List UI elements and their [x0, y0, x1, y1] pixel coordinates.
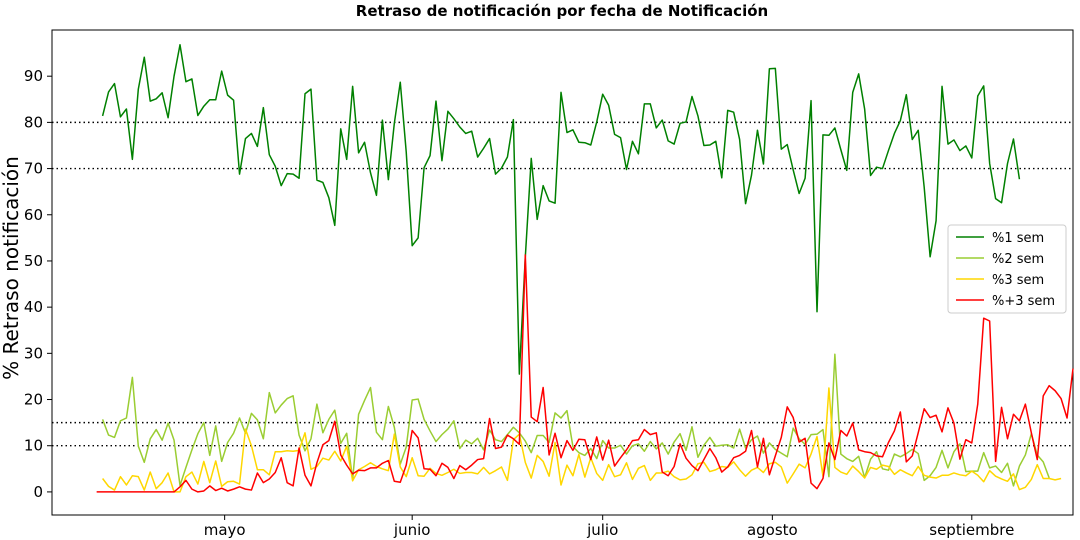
- series-line-4: [96, 254, 1074, 493]
- y-tick-label: 40: [24, 298, 43, 316]
- y-tick-label: 30: [24, 344, 43, 362]
- y-tick-label: 90: [24, 67, 43, 85]
- legend-label: %3 sem: [992, 273, 1044, 288]
- y-tick-label: 70: [24, 160, 43, 178]
- y-tick-label: 50: [24, 252, 43, 270]
- y-tick-label: 80: [24, 113, 43, 131]
- x-tick-label-agosto: agosto: [747, 521, 798, 539]
- y-tick-label: 10: [24, 437, 43, 455]
- x-tick-label-junio: junio: [393, 521, 431, 539]
- y-axis-label: % Retraso notificación: [0, 156, 23, 380]
- plot-area-frame: [51, 29, 1074, 516]
- series-line-3: [102, 387, 1062, 493]
- series-line-1: [101, 44, 1021, 375]
- legend: %1 sem %2 sem %3 sem %+3 sem: [947, 224, 1067, 314]
- series-line-2: [101, 353, 1050, 487]
- legend-box: [947, 224, 1067, 314]
- chart-title: Retraso de notificación por fecha de Not…: [356, 2, 768, 20]
- y-tick-label: 0: [33, 483, 43, 501]
- x-tick-label-julio: julio: [586, 521, 618, 539]
- x-axis: mayo junio julio agosto septiembre: [204, 515, 1014, 539]
- x-tick-label-septiembre: septiembre: [929, 521, 1014, 539]
- y-tick-label: 60: [24, 206, 43, 224]
- legend-label: %2 sem: [992, 252, 1044, 267]
- legend-label: %1 sem: [992, 231, 1044, 246]
- legend-label: %+3 sem: [992, 294, 1055, 309]
- x-tick-label-mayo: mayo: [204, 521, 246, 539]
- series-lines: [96, 44, 1074, 493]
- y-tick-label: 20: [24, 391, 43, 409]
- reference-lines: [52, 121, 1073, 447]
- y-axis: 0 10 20 30 40 50 60 70 80 90: [24, 67, 52, 501]
